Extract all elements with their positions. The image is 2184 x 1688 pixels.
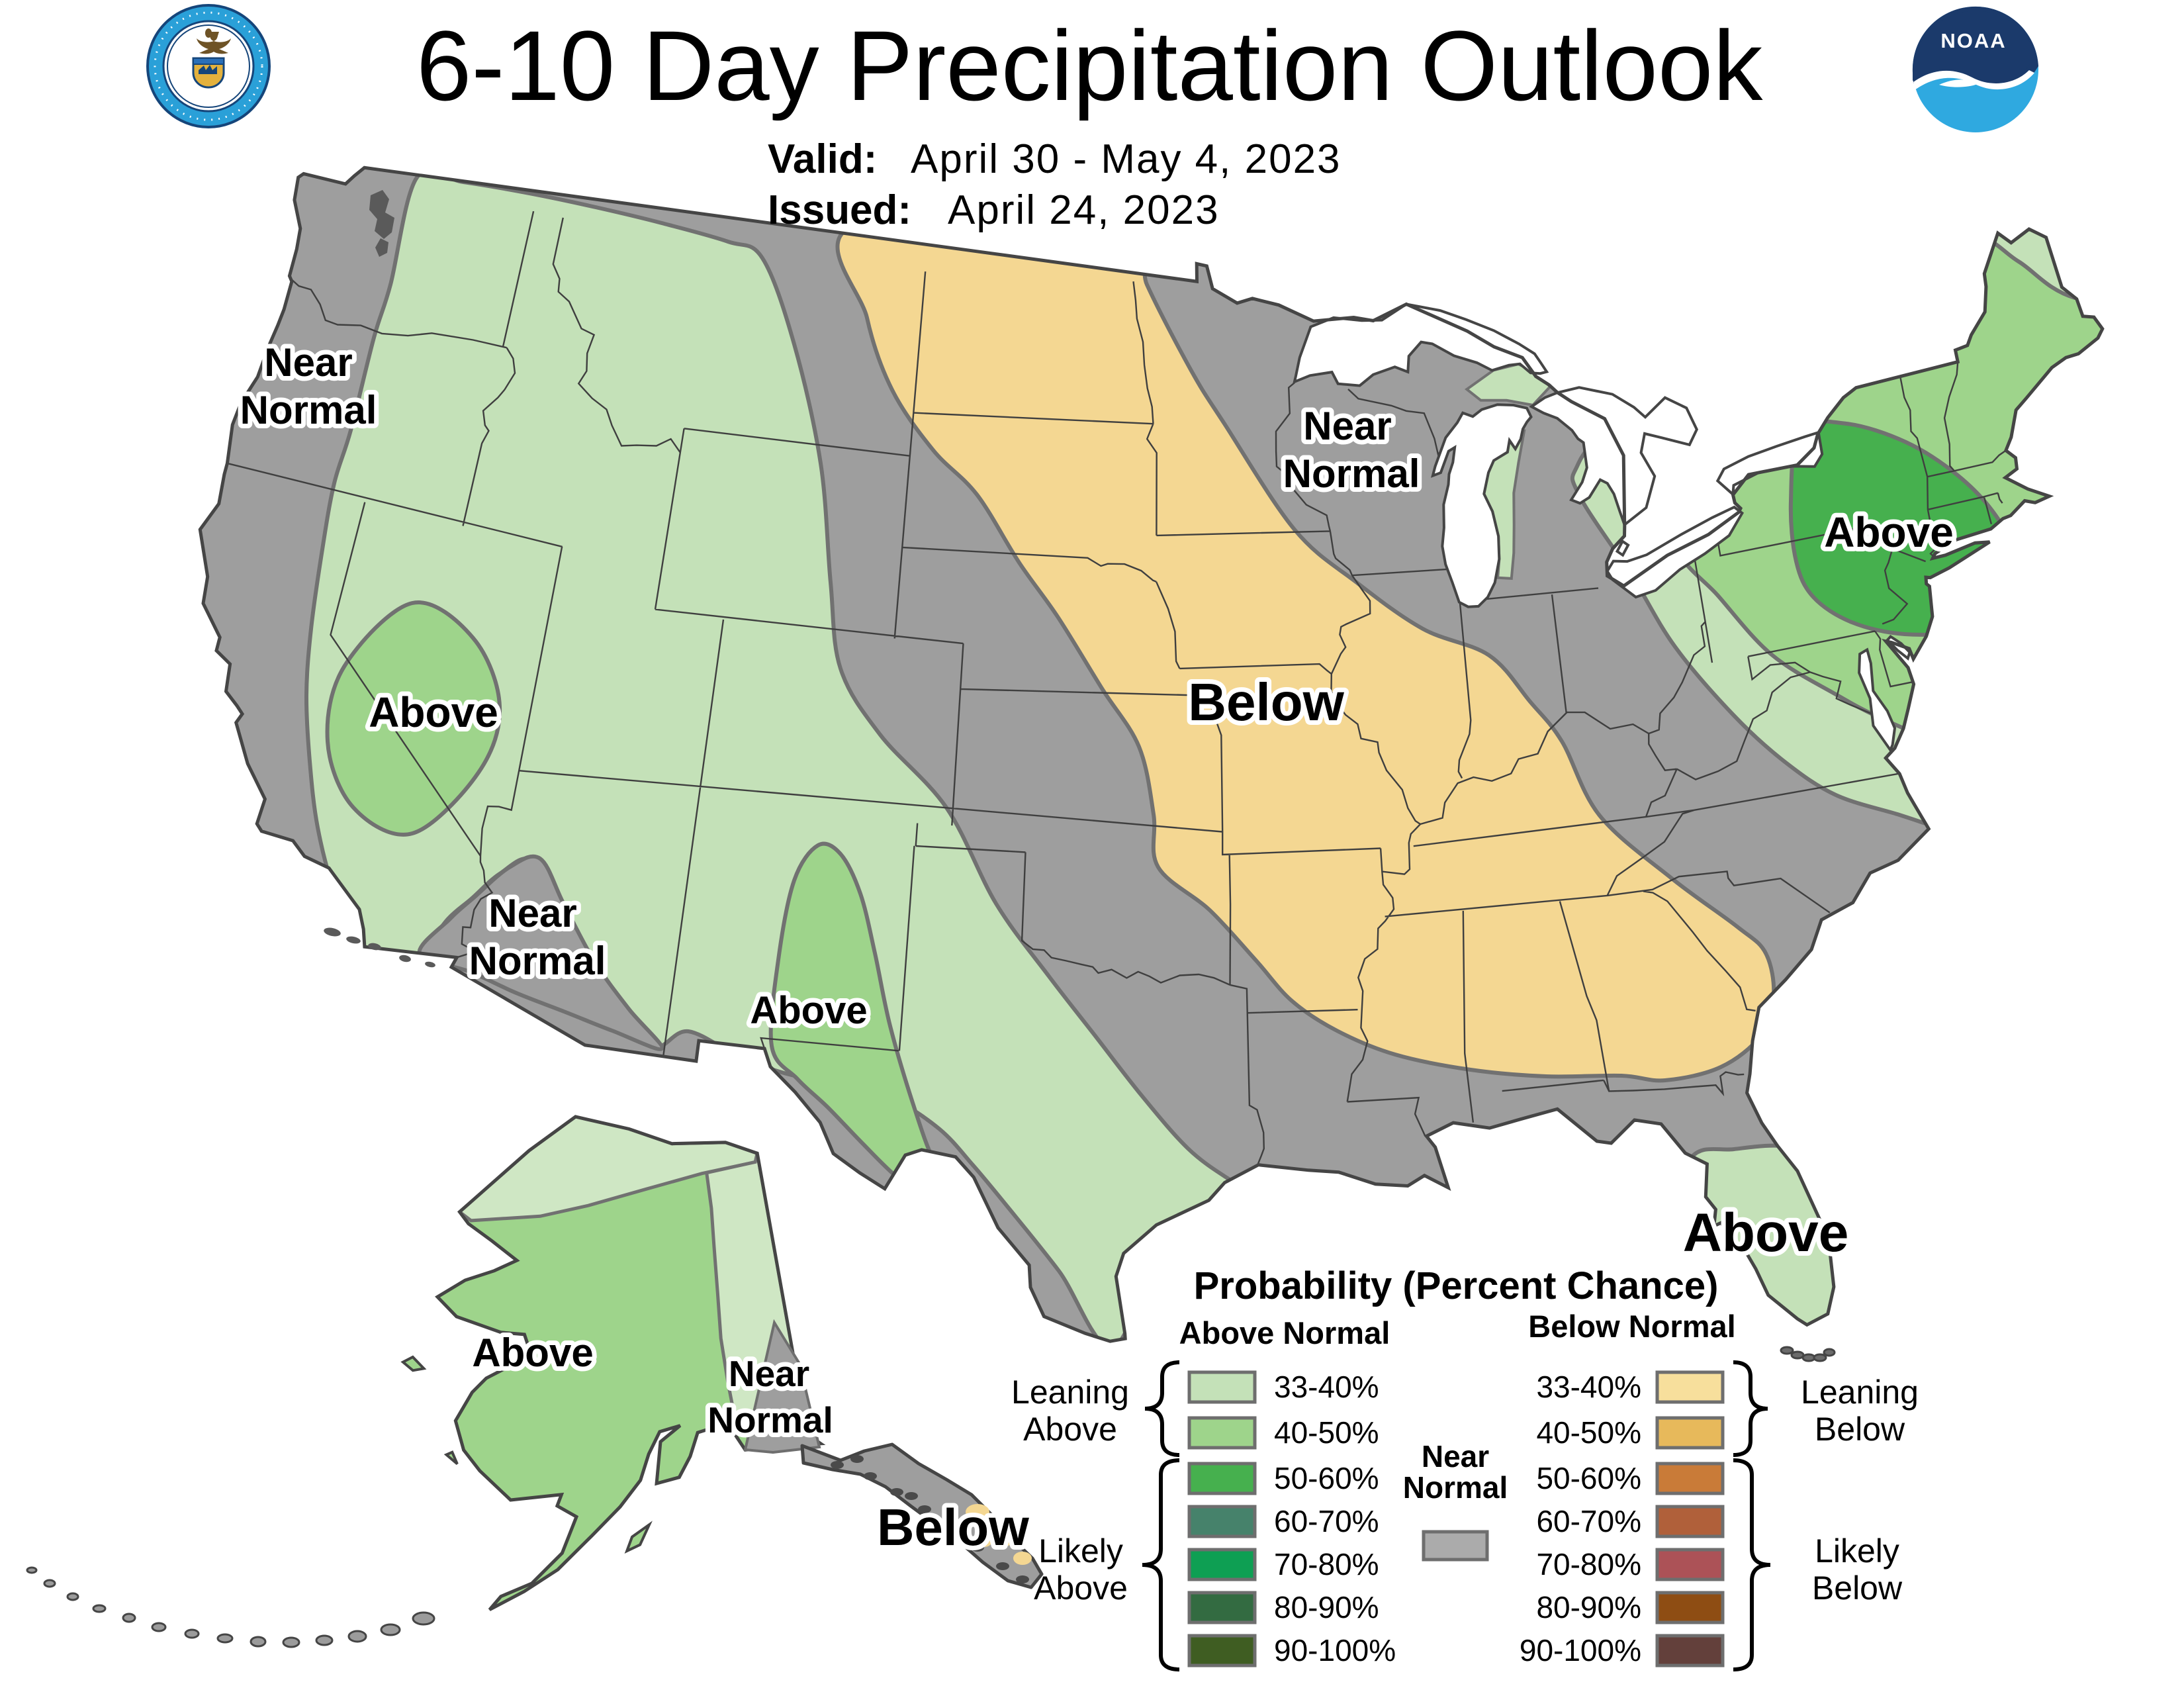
svg-text:80-90%: 80-90%: [1274, 1590, 1379, 1624]
svg-text:Above: Above: [1824, 508, 1954, 556]
svg-text:Normal: Normal: [1403, 1470, 1508, 1505]
svg-text:60-70%: 60-70%: [1536, 1504, 1641, 1538]
svg-text:NOAA: NOAA: [1940, 29, 2006, 52]
svg-text:6-10 Day Precipitation Outlook: 6-10 Day Precipitation Outlook: [416, 10, 1763, 121]
svg-text:Above: Above: [1023, 1411, 1117, 1448]
svg-text:Above: Above: [750, 989, 867, 1032]
svg-text:40-50%: 40-50%: [1536, 1415, 1641, 1450]
svg-text:80-90%: 80-90%: [1536, 1590, 1641, 1624]
svg-text:40-50%: 40-50%: [1274, 1415, 1379, 1450]
svg-text:Issued:: Issued:: [768, 187, 911, 233]
svg-text:50-60%: 50-60%: [1274, 1461, 1379, 1495]
svg-text:Normal: Normal: [707, 1399, 833, 1440]
svg-text:Normal: Normal: [469, 939, 606, 983]
svg-text:Below: Below: [1815, 1411, 1905, 1448]
svg-text:Valid:: Valid:: [768, 136, 877, 182]
svg-text:Probability (Percent Chance): Probability (Percent Chance): [1194, 1264, 1719, 1307]
svg-text:Above: Above: [472, 1331, 593, 1375]
svg-text:33-40%: 33-40%: [1536, 1370, 1641, 1404]
svg-text:Above: Above: [369, 688, 498, 736]
svg-text:Near: Near: [1422, 1439, 1489, 1474]
svg-text:Below: Below: [1812, 1570, 1903, 1607]
svg-text:Near: Near: [729, 1353, 809, 1394]
svg-text:90-100%: 90-100%: [1520, 1633, 1641, 1667]
svg-text:April 30 - May 4, 2023: April 30 - May 4, 2023: [911, 136, 1342, 182]
svg-text:April 24, 2023: April 24, 2023: [948, 187, 1220, 233]
svg-text:Below Normal: Below Normal: [1528, 1309, 1735, 1344]
svg-text:33-40%: 33-40%: [1274, 1370, 1379, 1404]
svg-text:Below: Below: [1188, 673, 1344, 731]
svg-text:Normal: Normal: [240, 388, 377, 432]
svg-text:90-100%: 90-100%: [1274, 1633, 1396, 1667]
svg-text:Below: Below: [877, 1498, 1029, 1556]
svg-text:50-60%: 50-60%: [1536, 1461, 1641, 1495]
svg-text:Near: Near: [1303, 404, 1391, 448]
svg-text:Near: Near: [488, 891, 576, 935]
svg-text:Above Normal: Above Normal: [1179, 1315, 1390, 1350]
svg-text:70-80%: 70-80%: [1274, 1547, 1379, 1581]
svg-text:Leaning: Leaning: [1011, 1374, 1129, 1411]
svg-text:60-70%: 60-70%: [1274, 1504, 1379, 1538]
svg-text:Above: Above: [1683, 1203, 1849, 1263]
svg-text:70-80%: 70-80%: [1536, 1547, 1641, 1581]
svg-text:Near: Near: [264, 340, 352, 385]
svg-text:Normal: Normal: [1283, 451, 1420, 496]
svg-text:Leaning: Leaning: [1801, 1374, 1919, 1411]
svg-text:Likely: Likely: [1815, 1532, 1899, 1570]
svg-text:Likely: Likely: [1038, 1532, 1123, 1570]
svg-text:Above: Above: [1034, 1570, 1128, 1607]
